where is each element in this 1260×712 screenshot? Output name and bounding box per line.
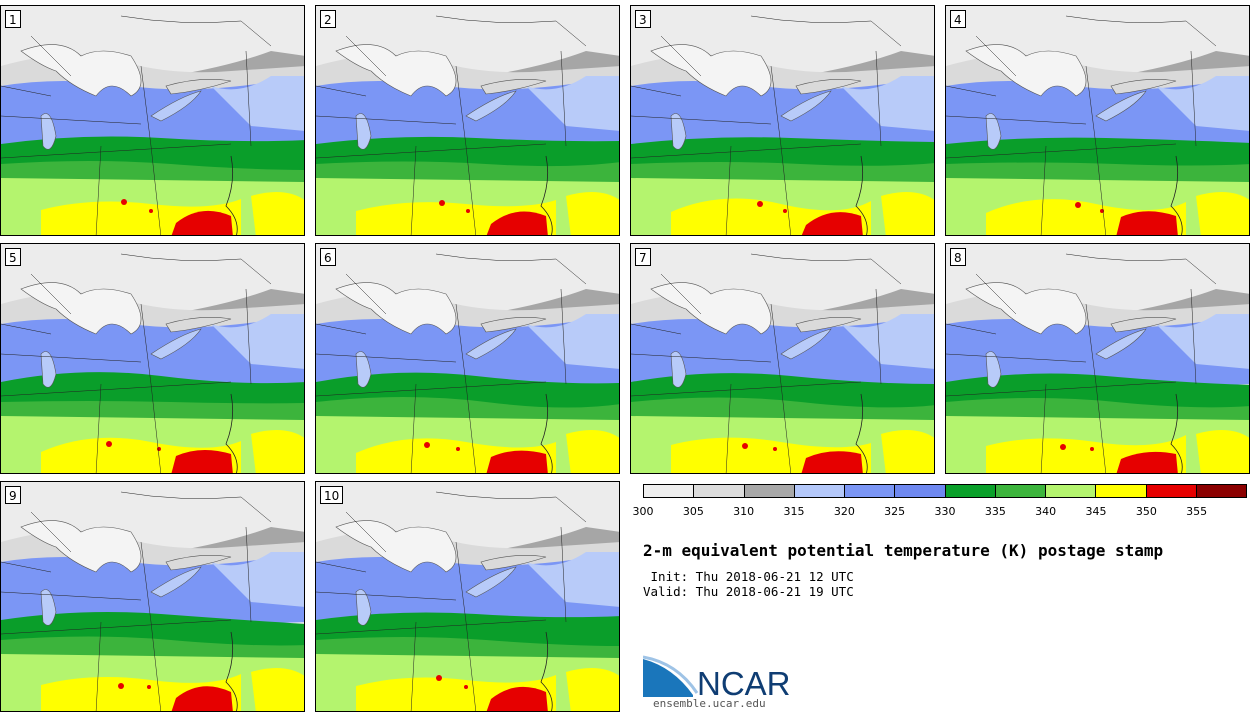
logo-url: ensemble.ucar.edu	[653, 697, 766, 710]
member-panel: 2	[315, 5, 620, 236]
colorbar-segment	[644, 485, 695, 497]
member-map	[946, 244, 1249, 473]
colorbar-tick-label: 300	[632, 505, 654, 518]
member-number-label: 5	[5, 248, 21, 266]
member-number-label: 10	[320, 486, 344, 504]
colorbar-segment	[694, 485, 745, 497]
colorbar-segment	[995, 485, 1046, 497]
member-number-label: 6	[320, 248, 336, 266]
colorbar-segment	[1046, 485, 1097, 497]
member-map	[1, 244, 304, 473]
colorbar-tick-label: 330	[934, 505, 956, 518]
colorbar-segment	[895, 485, 946, 497]
member-map	[1, 482, 304, 711]
colorbar-segment	[744, 485, 795, 497]
valid-time: Valid: Thu 2018-06-21 19 UTC	[643, 584, 854, 599]
member-number-label: 2	[320, 10, 336, 28]
colorbar-tick-label: 350	[1135, 505, 1157, 518]
member-map	[631, 6, 934, 235]
member-panel: 9	[0, 481, 305, 712]
member-panel: 4	[945, 5, 1250, 236]
colorbar-segment	[845, 485, 896, 497]
member-number-label: 7	[635, 248, 651, 266]
colorbar-segment	[794, 485, 845, 497]
colorbar-tick-label: 320	[833, 505, 855, 518]
member-map	[946, 6, 1249, 235]
ncar-logo-swoosh-stripe	[643, 655, 699, 694]
member-panel: 1	[0, 5, 305, 236]
colorbar-tick-label: 335	[984, 505, 1006, 518]
member-map	[631, 244, 934, 473]
member-panel: 6	[315, 243, 620, 474]
member-panel: 8	[945, 243, 1250, 474]
colorbar-tick-label: 345	[1085, 505, 1107, 518]
colorbar-tick-label: 340	[1035, 505, 1057, 518]
colorbar-segment	[1096, 485, 1147, 497]
init-time: Init: Thu 2018-06-21 12 UTC	[643, 569, 854, 584]
ncar-logo-swoosh	[643, 659, 693, 697]
colorbar-tick-label: 355	[1186, 505, 1208, 518]
ncar-logo: NCAR	[643, 655, 791, 697]
colorbar	[643, 484, 1247, 498]
member-number-label: 4	[950, 10, 966, 28]
member-number-label: 8	[950, 248, 966, 266]
member-panel: 5	[0, 243, 305, 474]
member-panel: 10	[315, 481, 620, 712]
member-panel: 3	[630, 5, 935, 236]
colorbar-segment	[1196, 485, 1246, 497]
colorbar-tick-label: 310	[733, 505, 755, 518]
colorbar-segment	[945, 485, 996, 497]
colorbar-tick-label: 325	[884, 505, 906, 518]
member-number-label: 9	[5, 486, 21, 504]
member-number-label: 1	[5, 10, 21, 28]
ncar-logo-text: NCAR	[697, 665, 791, 697]
colorbar-tick-label: 305	[682, 505, 704, 518]
colorbar-tick-label: 315	[783, 505, 805, 518]
member-map	[316, 244, 619, 473]
member-map	[316, 482, 619, 711]
plot-title: 2-m equivalent potential temperature (K)…	[643, 541, 1164, 560]
member-map	[316, 6, 619, 235]
member-map	[1, 6, 304, 235]
member-panel: 7	[630, 243, 935, 474]
member-number-label: 3	[635, 10, 651, 28]
colorbar-segment	[1146, 485, 1197, 497]
